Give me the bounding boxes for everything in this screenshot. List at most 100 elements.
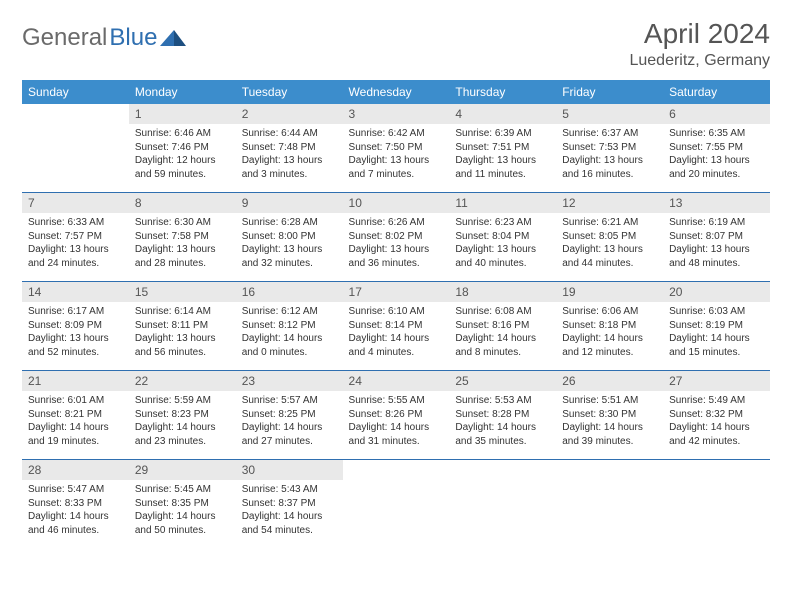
calendar-cell: 26Sunrise: 5:51 AMSunset: 8:30 PMDayligh…	[556, 371, 663, 460]
calendar-cell: 20Sunrise: 6:03 AMSunset: 8:19 PMDayligh…	[663, 282, 770, 371]
calendar-cell: 24Sunrise: 5:55 AMSunset: 8:26 PMDayligh…	[343, 371, 450, 460]
day-details: Sunrise: 5:59 AMSunset: 8:23 PMDaylight:…	[129, 391, 236, 452]
day-details: Sunrise: 6:23 AMSunset: 8:04 PMDaylight:…	[449, 213, 556, 274]
day-details: Sunrise: 6:30 AMSunset: 7:58 PMDaylight:…	[129, 213, 236, 274]
day-number: 20	[663, 282, 770, 302]
day-number: 3	[343, 104, 450, 124]
day-number: 22	[129, 371, 236, 391]
calendar-page: GeneralBlue April 2024 Luederitz, German…	[0, 0, 792, 612]
day-number: 9	[236, 193, 343, 213]
calendar-cell: 2Sunrise: 6:44 AMSunset: 7:48 PMDaylight…	[236, 104, 343, 193]
day-details: Sunrise: 6:42 AMSunset: 7:50 PMDaylight:…	[343, 124, 450, 185]
col-saturday: Saturday	[663, 80, 770, 104]
calendar-cell: 9Sunrise: 6:28 AMSunset: 8:00 PMDaylight…	[236, 193, 343, 282]
day-number: 8	[129, 193, 236, 213]
col-monday: Monday	[129, 80, 236, 104]
day-number: 21	[22, 371, 129, 391]
day-number: 4	[449, 104, 556, 124]
day-details: Sunrise: 6:17 AMSunset: 8:09 PMDaylight:…	[22, 302, 129, 363]
calendar-cell: 10Sunrise: 6:26 AMSunset: 8:02 PMDayligh…	[343, 193, 450, 282]
col-thursday: Thursday	[449, 80, 556, 104]
day-number: 14	[22, 282, 129, 302]
day-details: Sunrise: 5:55 AMSunset: 8:26 PMDaylight:…	[343, 391, 450, 452]
day-number: 26	[556, 371, 663, 391]
month-title: April 2024	[629, 18, 770, 50]
calendar-cell: 6Sunrise: 6:35 AMSunset: 7:55 PMDaylight…	[663, 104, 770, 193]
day-details: Sunrise: 6:46 AMSunset: 7:46 PMDaylight:…	[129, 124, 236, 185]
swoosh-icon	[160, 28, 186, 48]
calendar-cell: 11Sunrise: 6:23 AMSunset: 8:04 PMDayligh…	[449, 193, 556, 282]
day-number: 13	[663, 193, 770, 213]
day-number: 10	[343, 193, 450, 213]
day-details: Sunrise: 6:08 AMSunset: 8:16 PMDaylight:…	[449, 302, 556, 363]
calendar-row: 21Sunrise: 6:01 AMSunset: 8:21 PMDayligh…	[22, 371, 770, 460]
title-block: April 2024 Luederitz, Germany	[629, 18, 770, 70]
day-number: 15	[129, 282, 236, 302]
day-number: 24	[343, 371, 450, 391]
calendar-cell: 29Sunrise: 5:45 AMSunset: 8:35 PMDayligh…	[129, 460, 236, 549]
day-number: 19	[556, 282, 663, 302]
calendar-cell: 12Sunrise: 6:21 AMSunset: 8:05 PMDayligh…	[556, 193, 663, 282]
col-wednesday: Wednesday	[343, 80, 450, 104]
calendar-cell: 13Sunrise: 6:19 AMSunset: 8:07 PMDayligh…	[663, 193, 770, 282]
calendar-cell: 15Sunrise: 6:14 AMSunset: 8:11 PMDayligh…	[129, 282, 236, 371]
calendar-body: 1Sunrise: 6:46 AMSunset: 7:46 PMDaylight…	[22, 104, 770, 548]
calendar-cell: 16Sunrise: 6:12 AMSunset: 8:12 PMDayligh…	[236, 282, 343, 371]
calendar-cell	[22, 104, 129, 193]
calendar-cell: 5Sunrise: 6:37 AMSunset: 7:53 PMDaylight…	[556, 104, 663, 193]
logo-text-gray: General	[22, 24, 107, 52]
day-number: 27	[663, 371, 770, 391]
day-number: 1	[129, 104, 236, 124]
day-number: 2	[236, 104, 343, 124]
day-number: 5	[556, 104, 663, 124]
location-label: Luederitz, Germany	[629, 52, 770, 70]
calendar-cell: 3Sunrise: 6:42 AMSunset: 7:50 PMDaylight…	[343, 104, 450, 193]
logo-text-blue: Blue	[109, 24, 157, 52]
day-details: Sunrise: 5:57 AMSunset: 8:25 PMDaylight:…	[236, 391, 343, 452]
day-details: Sunrise: 5:49 AMSunset: 8:32 PMDaylight:…	[663, 391, 770, 452]
page-header: GeneralBlue April 2024 Luederitz, German…	[22, 18, 770, 70]
calendar-cell: 27Sunrise: 5:49 AMSunset: 8:32 PMDayligh…	[663, 371, 770, 460]
calendar-head: Sunday Monday Tuesday Wednesday Thursday…	[22, 80, 770, 104]
day-details: Sunrise: 6:35 AMSunset: 7:55 PMDaylight:…	[663, 124, 770, 185]
calendar-cell: 17Sunrise: 6:10 AMSunset: 8:14 PMDayligh…	[343, 282, 450, 371]
day-number: 16	[236, 282, 343, 302]
col-sunday: Sunday	[22, 80, 129, 104]
day-details: Sunrise: 6:10 AMSunset: 8:14 PMDaylight:…	[343, 302, 450, 363]
calendar-table: Sunday Monday Tuesday Wednesday Thursday…	[22, 80, 770, 548]
day-details: Sunrise: 6:39 AMSunset: 7:51 PMDaylight:…	[449, 124, 556, 185]
day-number: 29	[129, 460, 236, 480]
calendar-cell: 7Sunrise: 6:33 AMSunset: 7:57 PMDaylight…	[22, 193, 129, 282]
day-number: 17	[343, 282, 450, 302]
day-details: Sunrise: 5:47 AMSunset: 8:33 PMDaylight:…	[22, 480, 129, 541]
col-tuesday: Tuesday	[236, 80, 343, 104]
day-details: Sunrise: 6:37 AMSunset: 7:53 PMDaylight:…	[556, 124, 663, 185]
day-details: Sunrise: 6:12 AMSunset: 8:12 PMDaylight:…	[236, 302, 343, 363]
calendar-cell	[663, 460, 770, 549]
day-number: 7	[22, 193, 129, 213]
col-friday: Friday	[556, 80, 663, 104]
day-number: 25	[449, 371, 556, 391]
day-details: Sunrise: 6:33 AMSunset: 7:57 PMDaylight:…	[22, 213, 129, 274]
day-details: Sunrise: 5:51 AMSunset: 8:30 PMDaylight:…	[556, 391, 663, 452]
day-details: Sunrise: 6:14 AMSunset: 8:11 PMDaylight:…	[129, 302, 236, 363]
calendar-cell: 14Sunrise: 6:17 AMSunset: 8:09 PMDayligh…	[22, 282, 129, 371]
day-number: 23	[236, 371, 343, 391]
day-number: 30	[236, 460, 343, 480]
calendar-cell: 22Sunrise: 5:59 AMSunset: 8:23 PMDayligh…	[129, 371, 236, 460]
calendar-cell: 1Sunrise: 6:46 AMSunset: 7:46 PMDaylight…	[129, 104, 236, 193]
calendar-cell: 23Sunrise: 5:57 AMSunset: 8:25 PMDayligh…	[236, 371, 343, 460]
day-details: Sunrise: 6:28 AMSunset: 8:00 PMDaylight:…	[236, 213, 343, 274]
calendar-cell: 19Sunrise: 6:06 AMSunset: 8:18 PMDayligh…	[556, 282, 663, 371]
day-details: Sunrise: 6:03 AMSunset: 8:19 PMDaylight:…	[663, 302, 770, 363]
logo: GeneralBlue	[22, 18, 186, 52]
calendar-cell	[343, 460, 450, 549]
calendar-cell: 4Sunrise: 6:39 AMSunset: 7:51 PMDaylight…	[449, 104, 556, 193]
calendar-cell: 18Sunrise: 6:08 AMSunset: 8:16 PMDayligh…	[449, 282, 556, 371]
day-details: Sunrise: 6:06 AMSunset: 8:18 PMDaylight:…	[556, 302, 663, 363]
calendar-row: 28Sunrise: 5:47 AMSunset: 8:33 PMDayligh…	[22, 460, 770, 549]
calendar-row: 14Sunrise: 6:17 AMSunset: 8:09 PMDayligh…	[22, 282, 770, 371]
calendar-cell: 8Sunrise: 6:30 AMSunset: 7:58 PMDaylight…	[129, 193, 236, 282]
calendar-cell	[449, 460, 556, 549]
day-details: Sunrise: 6:21 AMSunset: 8:05 PMDaylight:…	[556, 213, 663, 274]
